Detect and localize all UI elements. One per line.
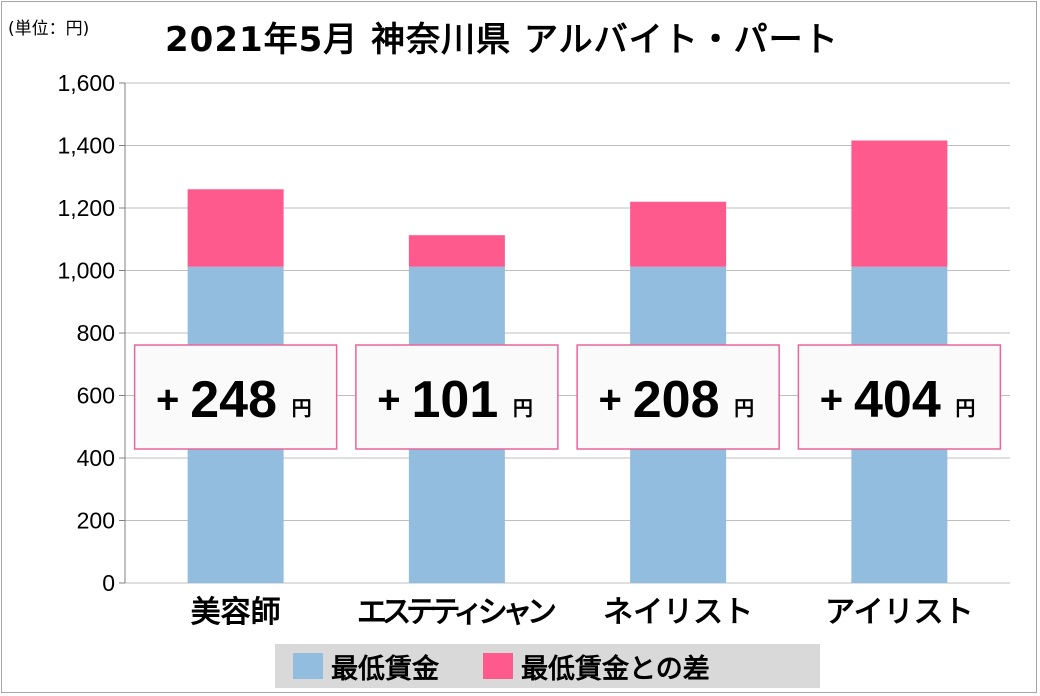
legend-swatch-base: [293, 653, 323, 679]
diff-callout-box: [576, 344, 780, 450]
y-tick-label: 800: [77, 320, 115, 346]
diff-callout-unit: 円: [734, 396, 754, 420]
y-tick-label: 1,000: [57, 258, 115, 284]
diff-callout-unit: 円: [955, 396, 975, 420]
diff-callout-unit: 円: [513, 396, 533, 420]
diff-callout-plus: +: [156, 378, 179, 422]
category-label: ネイリスト: [603, 595, 753, 630]
legend-item-diff: 最低賃金との差: [483, 647, 710, 686]
diff-callout-value: 404: [854, 371, 941, 429]
diff-callout-plus: +: [377, 378, 400, 422]
legend-item-base: 最低賃金: [293, 647, 439, 686]
bar-diff: [851, 140, 948, 267]
diff-callout-plus: +: [820, 378, 843, 422]
diff-callout-value: 248: [190, 371, 277, 429]
legend-label-base: 最低賃金: [331, 653, 439, 685]
y-tick-label: 1,400: [57, 133, 115, 159]
category-label: エステティシャン: [357, 595, 557, 630]
unit-label: (単位：円): [8, 19, 90, 39]
chart-title: 2021年5月 神奈川県 アルバイト・パート: [165, 20, 839, 60]
legend-swatch-diff: [483, 653, 513, 679]
diff-callout-value: 101: [411, 371, 498, 429]
y-tick-label: 200: [77, 508, 115, 534]
diff-callout-unit: 円: [292, 396, 312, 420]
legend-label-diff: 最低賃金との差: [521, 653, 710, 685]
diff-callout-box: [355, 344, 559, 450]
diff-callout-plus: +: [598, 378, 621, 422]
legend: 最低賃金 最低賃金との差: [275, 644, 820, 688]
y-tick-label: 1,200: [57, 195, 115, 221]
y-tick-label: 400: [77, 445, 115, 471]
y-tick-label: 0: [102, 570, 115, 596]
category-label: 美容師: [191, 595, 281, 630]
bar-diff: [187, 189, 284, 267]
diff-callout-box: [797, 344, 1002, 450]
bar-diff: [630, 201, 727, 267]
y-tick-label: 1,600: [57, 70, 115, 96]
diff-callout-value: 208: [633, 371, 720, 429]
category-label: アイリスト: [825, 595, 974, 630]
y-tick-label: 600: [77, 383, 115, 409]
diff-callout-box: [133, 344, 338, 450]
bar-diff: [408, 235, 505, 267]
